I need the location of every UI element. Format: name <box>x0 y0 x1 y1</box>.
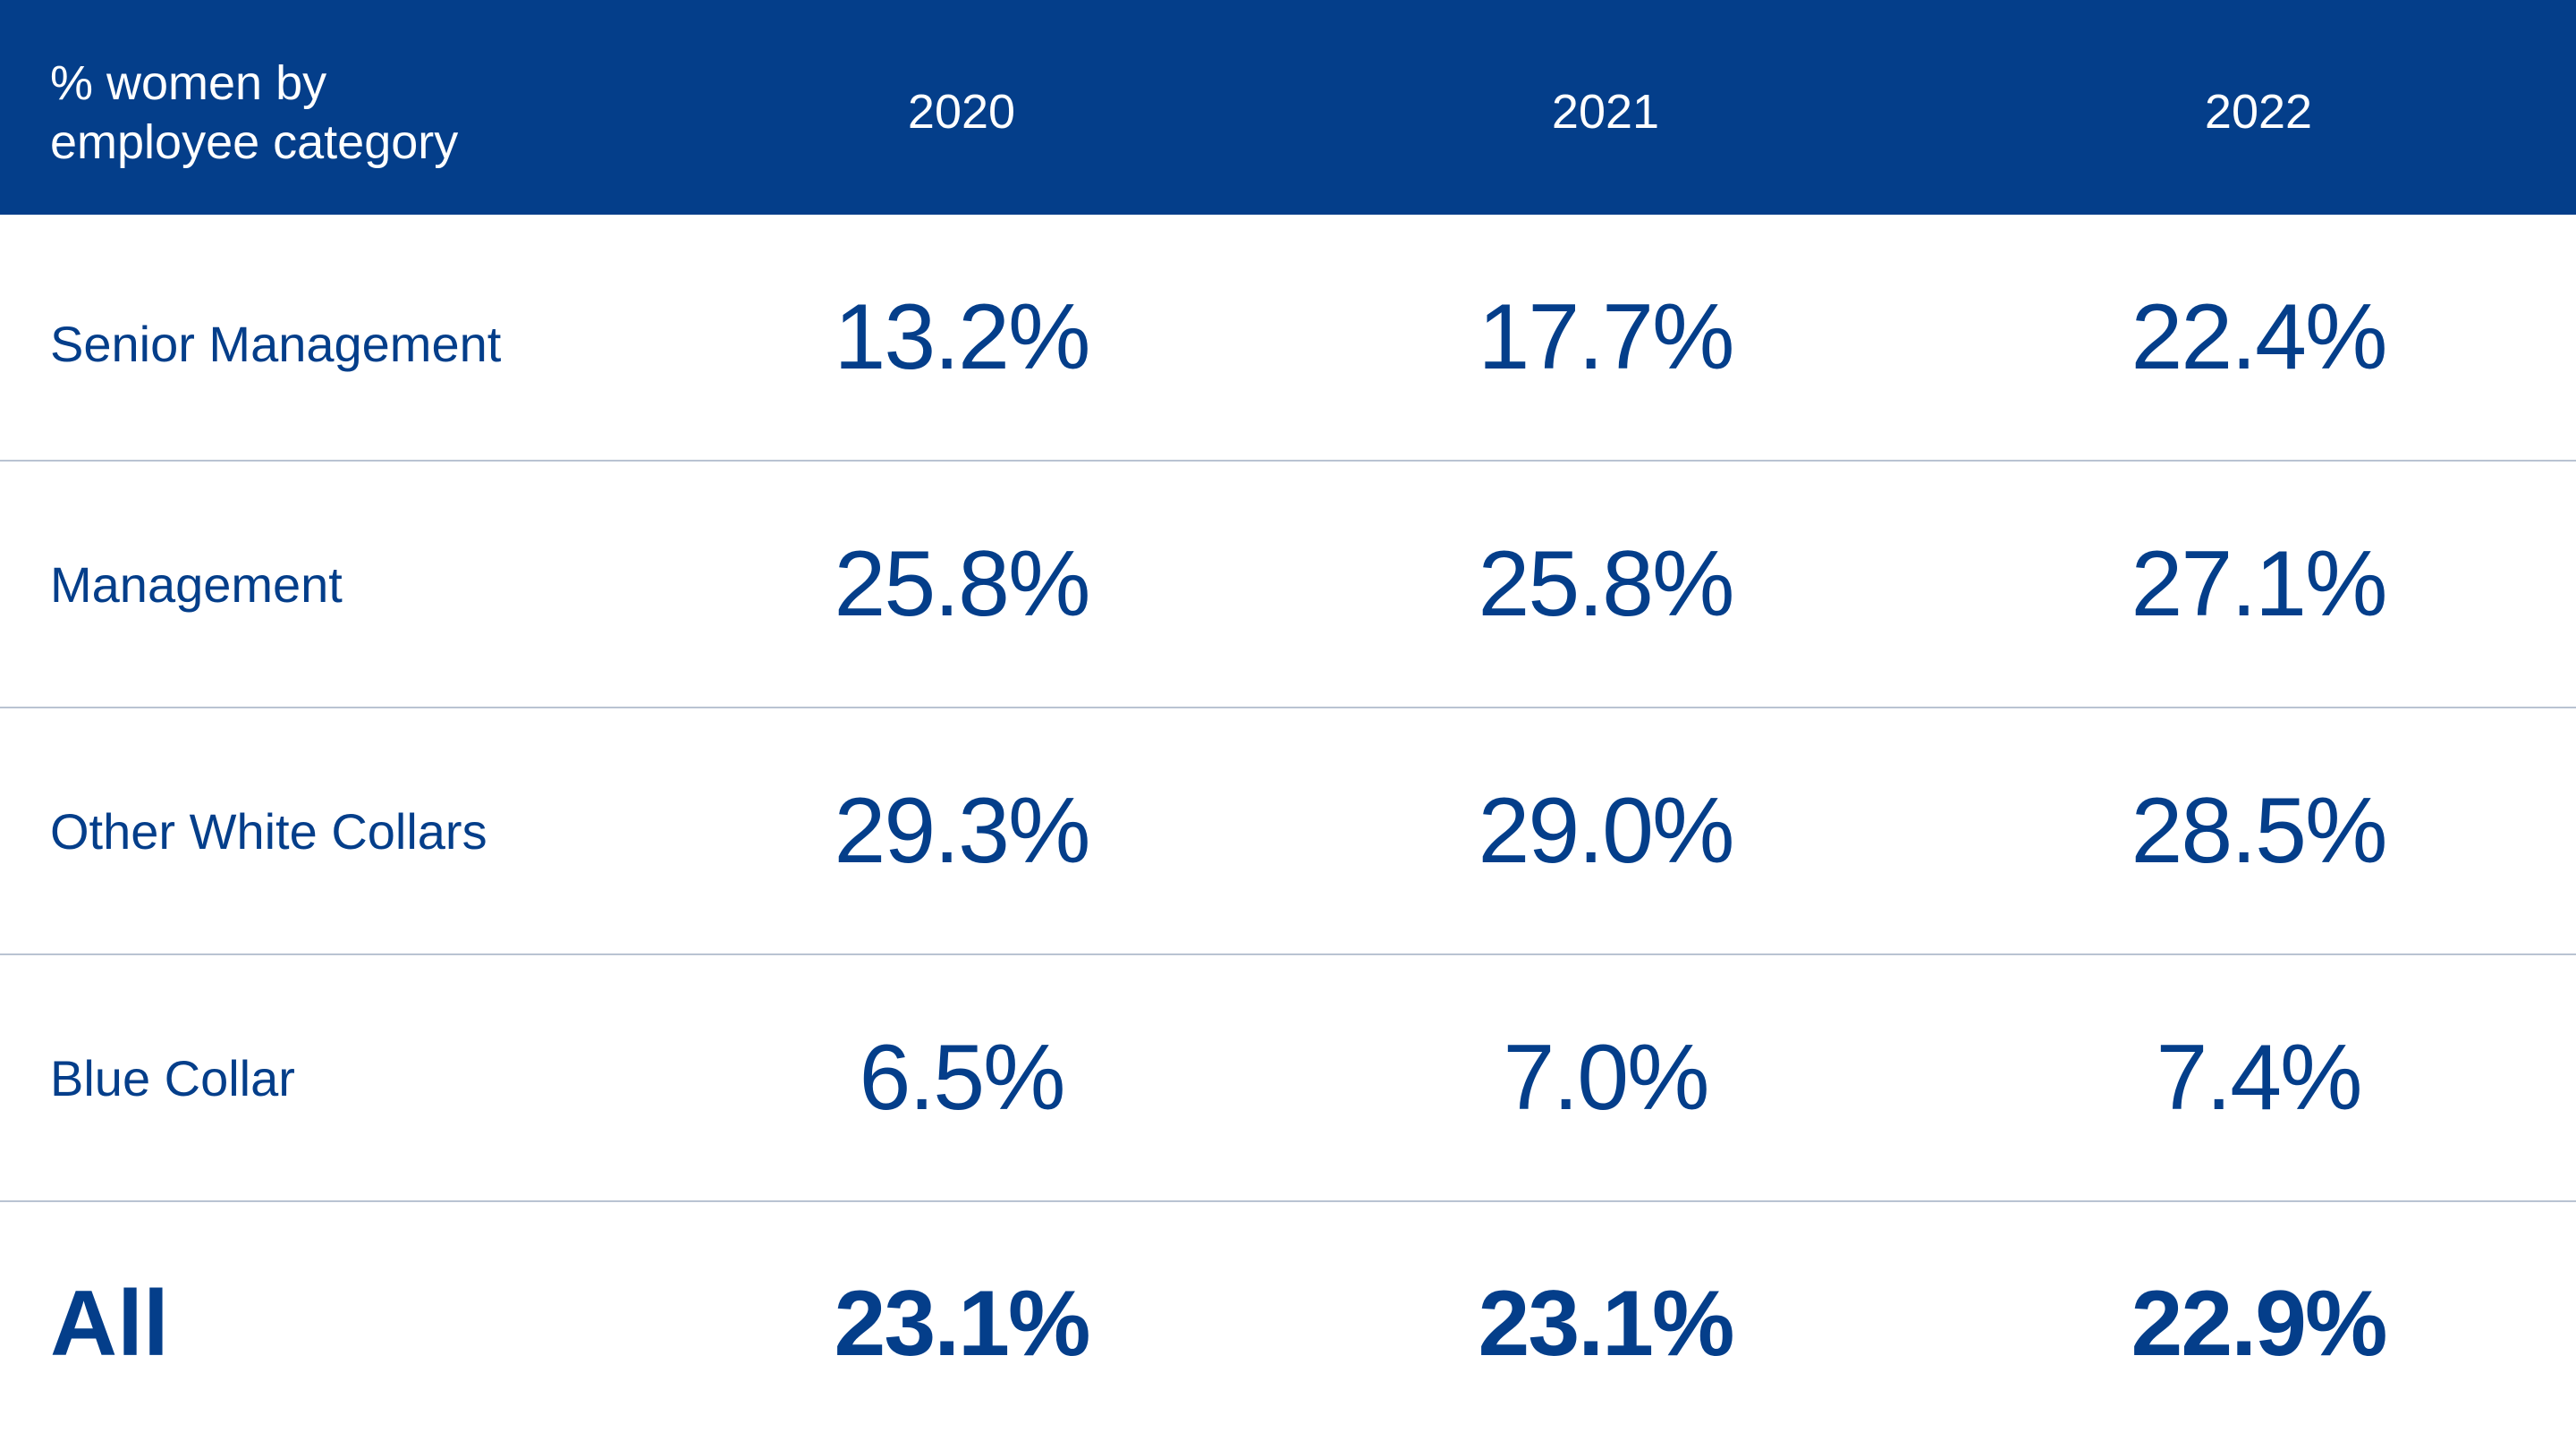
cell-value: 22.9% <box>2131 1271 2388 1376</box>
table-row-blue-collar: Blue Collar 6.5% 7.0% 7.4% <box>0 955 2576 1202</box>
cell-value: 29.3% <box>834 778 1091 883</box>
table-row-management: Management 25.8% 25.8% 27.1% <box>0 462 2576 708</box>
table-row-all: All 23.1% 23.1% 22.9% <box>0 1202 2576 1445</box>
cell-value: 7.0% <box>1503 1025 1709 1130</box>
cell-value: 17.7% <box>1478 284 1735 389</box>
cell-value: 22.4% <box>2131 284 2388 389</box>
cell-value: 27.1% <box>2131 531 2388 636</box>
cell-value: 23.1% <box>834 1271 1091 1376</box>
cell-value: 28.5% <box>2131 778 2388 883</box>
cell-value: 25.8% <box>1478 531 1735 636</box>
table-header: % women by employee category 2020 2021 2… <box>0 0 2576 215</box>
table-row-senior-management: Senior Management 13.2% 17.7% 22.4% <box>0 215 2576 462</box>
column-header-2021: 2021 <box>1551 85 1660 139</box>
column-header-2022: 2022 <box>2204 85 2313 139</box>
cell-value: 25.8% <box>834 531 1091 636</box>
column-header-2020: 2020 <box>907 85 1016 139</box>
row-label: Management <box>50 555 343 613</box>
row-label: Blue Collar <box>50 1049 295 1106</box>
table-row-other-white-collars: Other White Collars 29.3% 29.0% 28.5% <box>0 708 2576 955</box>
row-label: Senior Management <box>50 316 502 372</box>
cell-value: 29.0% <box>1478 778 1735 883</box>
header-title: % women by employee category <box>50 56 459 169</box>
cell-value: 7.4% <box>2156 1025 2362 1130</box>
cell-value: 23.1% <box>1478 1271 1735 1376</box>
row-label: All <box>50 1271 169 1376</box>
row-label: Other White Collars <box>50 802 487 860</box>
cell-value: 6.5% <box>859 1025 1065 1130</box>
cell-value: 13.2% <box>834 284 1091 389</box>
